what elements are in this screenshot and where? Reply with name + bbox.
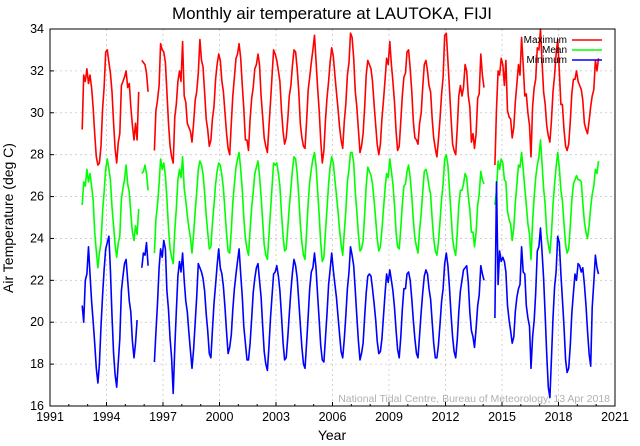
- x-tick-label: 2015: [488, 410, 516, 424]
- legend-label-maximum: Maximum: [524, 35, 567, 46]
- x-tick-label: 2009: [375, 410, 403, 424]
- series-lines: [81, 28, 600, 399]
- series-line-maximum: [81, 28, 600, 166]
- y-tick-label: 32: [30, 64, 44, 78]
- y-tick-label: 24: [30, 231, 44, 245]
- y-tick-label: 26: [30, 190, 44, 204]
- y-tick-label: 20: [30, 315, 44, 329]
- y-tick-label: 18: [30, 357, 44, 371]
- legend-label-mean: Mean: [542, 45, 567, 56]
- x-tick-label: 2003: [262, 410, 290, 424]
- x-tick-label: 1991: [36, 410, 64, 424]
- x-tick-label: 2006: [319, 410, 347, 424]
- chart-title: Monthly air temperature at LAUTOKA, FIJI: [172, 4, 492, 23]
- y-tick-label: 28: [30, 148, 44, 162]
- x-tick-label: 2012: [432, 410, 460, 424]
- legend-label-minimum: Minimum: [526, 55, 567, 66]
- y-axis-ticks: 16 18 20 22 24 26 28 30 32 34: [30, 22, 54, 413]
- y-tick-label: 34: [30, 22, 44, 36]
- x-tick-label: 2000: [206, 410, 234, 424]
- y-axis-label: Air Temperature (deg C): [0, 143, 16, 293]
- x-tick-label: 2021: [601, 410, 629, 424]
- y-tick-label: 22: [30, 273, 44, 287]
- y-tick-label: 16: [30, 399, 44, 413]
- y-tick-label: 30: [30, 106, 44, 120]
- credit-text: National Tidal Centre, Bureau of Meteoro…: [338, 393, 610, 405]
- x-tick-label: 1997: [149, 410, 177, 424]
- x-axis-label: Year: [318, 427, 347, 443]
- x-tick-label: 1994: [93, 410, 121, 424]
- series-line-mean: [81, 139, 600, 269]
- x-tick-label: 2018: [545, 410, 573, 424]
- x-axis-ticks: 1991 1994 1997 2000 2003 2006 2009 2012 2015 2018…: [36, 402, 629, 424]
- series-line-minimum: [81, 181, 600, 399]
